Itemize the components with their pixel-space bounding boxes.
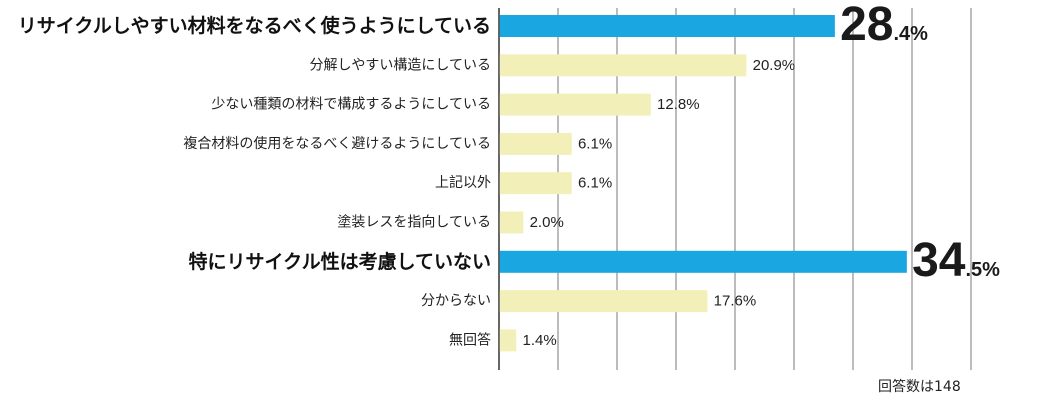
response-count-note: 回答数は148: [878, 379, 961, 395]
value-label: 12.8%: [657, 96, 700, 113]
category-label: 少ない種類の材料で構成するようにしている: [211, 97, 491, 113]
category-label: リサイクルしやすい材料をなるべく使うようにしている: [18, 14, 491, 37]
bar: [499, 93, 651, 116]
value-label: 2.0%: [530, 214, 564, 231]
bar: [499, 290, 708, 313]
bar: [499, 172, 572, 195]
bar: [499, 211, 524, 234]
bar: [499, 54, 747, 77]
value-label: 20.9%: [753, 57, 796, 74]
category-label: 上記以外: [435, 174, 491, 191]
bar: [499, 250, 907, 273]
bar: [499, 132, 572, 155]
category-labels: リサイクルしやすい材料をなるべく使うようにしている分解しやすい構造にしている少な…: [18, 14, 491, 348]
category-label: 分からない: [421, 293, 491, 309]
value-label: 1.4%: [523, 332, 557, 349]
category-label: 複合材料の使用をなるべく避けるようにしている: [183, 135, 491, 152]
value-label: 6.1%: [578, 135, 612, 152]
bar: [499, 329, 517, 352]
bar: [499, 15, 835, 37]
category-label: 分解しやすい構造にしている: [310, 57, 491, 73]
value-label: 28.4%: [840, 0, 928, 51]
value-label: 17.6%: [714, 293, 757, 310]
category-label: 塗装レスを指向している: [337, 214, 491, 231]
value-label: 6.1%: [578, 175, 612, 192]
category-label: 特にリサイクル性は考慮していない: [189, 250, 491, 273]
bars: [499, 15, 907, 352]
value-label: 34.5%: [912, 234, 1000, 287]
value-labels: 28.4% 20.9% 12.8% 6.1% 6.1% 2.0% 34.5% 17.6% 1.4…: [523, 0, 1001, 349]
category-label: 無回答: [449, 331, 491, 348]
